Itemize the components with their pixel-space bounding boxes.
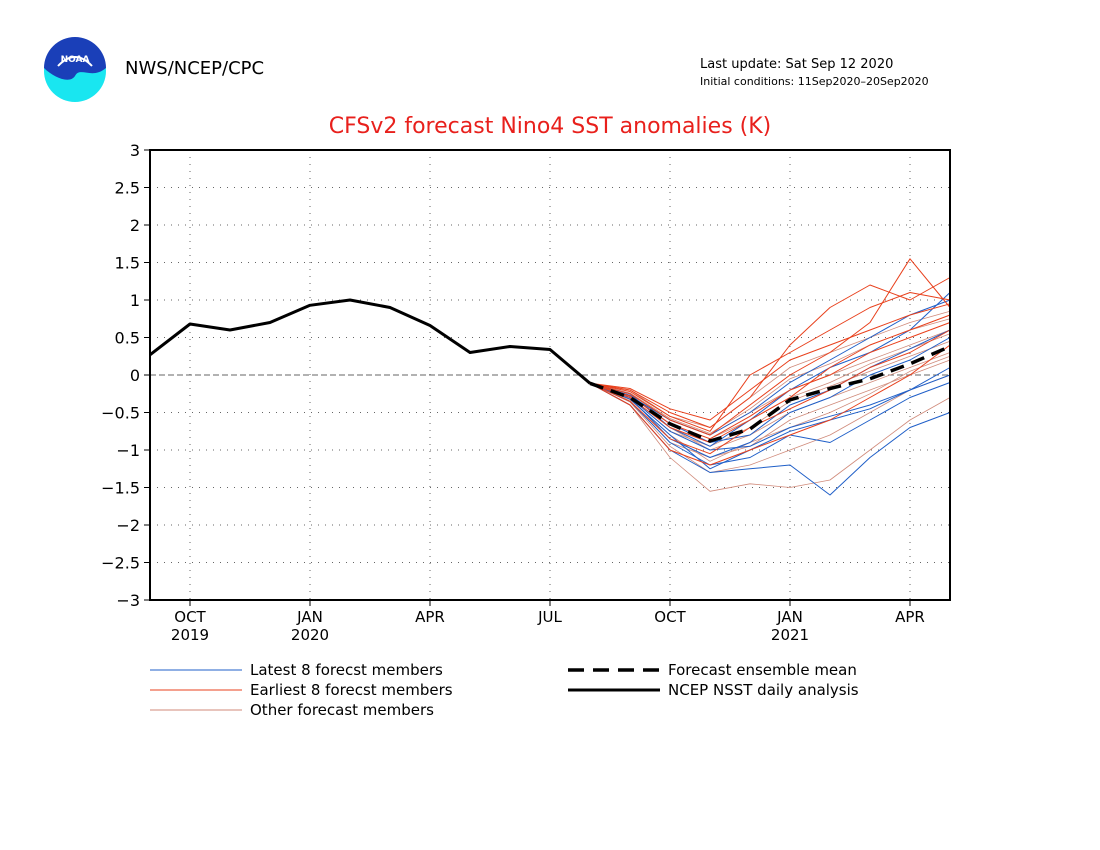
y-tick-label: 3 — [130, 141, 140, 160]
x-tick-label: APR — [415, 608, 445, 626]
y-tick-label: −2 — [116, 516, 140, 535]
y-tick-label: 0.5 — [115, 329, 140, 348]
x-tick-label: OCT — [654, 608, 686, 626]
initial-conditions-label: Initial conditions: 11Sep2020–20Sep2020 — [700, 75, 929, 88]
legend-label: Earliest 8 forecst members — [250, 681, 453, 699]
last-update-label: Last update: Sat Sep 12 2020 — [700, 57, 894, 72]
y-axis: −3 −2.5 −2 −1.5 −1 −0.5 0 0.5 1 1.5 2 2.5 3 — [101, 141, 150, 610]
analysis-line — [149, 298, 591, 385]
y-tick-label: 1 — [130, 291, 140, 310]
noaa-logo-text: NOAA — [61, 55, 90, 65]
chart-title: CFSv2 forecast Nino4 SST anomalies (K) — [328, 114, 772, 139]
y-tick-label: 2.5 — [115, 179, 140, 198]
y-tick-label: 2 — [130, 216, 140, 235]
legend-label: NCEP NSST daily analysis — [668, 681, 859, 699]
legend-label: Forecast ensemble mean — [668, 661, 857, 679]
latest-member-line — [589, 374, 951, 451]
earliest-member-line — [589, 329, 951, 455]
main-series — [149, 298, 951, 443]
x-tick-year-label: 2021 — [771, 626, 809, 644]
latest-member-line — [589, 337, 951, 458]
earliest-member-line — [589, 292, 951, 432]
noaa-logo: NOAA — [44, 37, 106, 102]
noaa-logo-bird — [57, 56, 93, 67]
earliest-member-line — [589, 277, 951, 428]
legend-label: Other forecast members — [250, 701, 434, 719]
latest-member-line — [589, 367, 951, 470]
other-member-line — [589, 382, 951, 492]
y-tick-label: −1 — [116, 441, 140, 460]
x-tick-label: JAN — [776, 608, 803, 626]
x-tick-label: JAN — [296, 608, 323, 626]
y-tick-label: −0.5 — [101, 404, 140, 423]
noaa-logo-sky — [44, 37, 106, 80]
earliest-member-line — [589, 303, 951, 421]
y-tick-label: −1.5 — [101, 479, 140, 498]
x-tick-year-label: 2019 — [171, 626, 209, 644]
latest-member-line — [589, 382, 951, 466]
latest-member-line — [589, 299, 951, 436]
x-tick-label: APR — [895, 608, 925, 626]
other-member-line — [589, 374, 951, 473]
y-tick-label: −3 — [116, 591, 140, 610]
other-member-line — [589, 310, 951, 428]
legend-label: Latest 8 forecst members — [250, 661, 443, 679]
earliest-member-line — [589, 258, 951, 436]
legend: Latest 8 forecst members Earliest 8 forec… — [150, 661, 859, 719]
ensemble-mean-line — [589, 344, 951, 443]
x-tick-year-label: 2020 — [291, 626, 329, 644]
x-tick-label: OCT — [174, 608, 206, 626]
earliest-member-line — [589, 322, 951, 440]
organization-label: NWS/NCEP/CPC — [125, 58, 265, 79]
y-tick-label: 1.5 — [115, 254, 140, 273]
x-tick-label: JUL — [537, 608, 562, 626]
forecast-members — [589, 258, 951, 496]
earliest-member-line — [589, 344, 951, 466]
plot-frame — [149, 149, 951, 601]
latest-member-line — [589, 329, 951, 443]
y-tick-label: 0 — [130, 366, 140, 385]
y-tick-label: −2.5 — [101, 554, 140, 573]
